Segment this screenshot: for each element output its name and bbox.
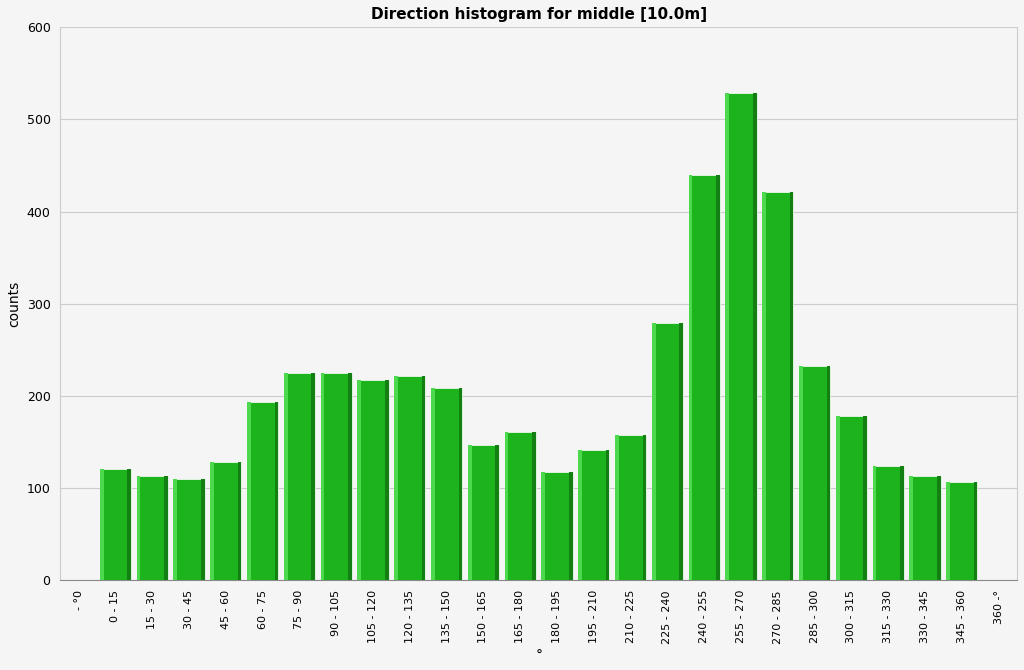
- Bar: [357, 381, 389, 580]
- Title: Direction histogram for middle [10.0m]: Direction histogram for middle [10.0m]: [371, 7, 707, 22]
- Bar: [210, 462, 242, 580]
- Bar: [311, 373, 315, 580]
- Bar: [836, 416, 867, 580]
- Bar: [836, 416, 840, 580]
- Bar: [642, 435, 646, 580]
- Bar: [679, 323, 683, 580]
- Bar: [284, 373, 315, 580]
- Bar: [321, 373, 325, 580]
- Bar: [99, 469, 103, 580]
- Bar: [496, 445, 499, 580]
- Bar: [762, 192, 766, 580]
- Bar: [652, 323, 683, 580]
- Bar: [505, 432, 536, 580]
- Bar: [468, 445, 499, 580]
- Bar: [247, 403, 251, 580]
- Bar: [753, 92, 757, 580]
- Bar: [725, 92, 729, 580]
- Bar: [946, 482, 978, 580]
- Bar: [974, 482, 978, 580]
- Bar: [357, 381, 361, 580]
- Bar: [136, 476, 140, 580]
- Bar: [790, 192, 794, 580]
- Bar: [872, 466, 877, 580]
- Bar: [210, 462, 214, 580]
- Bar: [431, 388, 435, 580]
- Bar: [431, 388, 462, 580]
- Bar: [99, 469, 131, 580]
- X-axis label: °: °: [536, 649, 542, 663]
- Bar: [127, 469, 131, 580]
- Bar: [385, 381, 389, 580]
- Bar: [284, 373, 288, 580]
- Bar: [900, 466, 904, 580]
- Bar: [872, 466, 904, 580]
- Bar: [247, 403, 279, 580]
- Bar: [136, 476, 168, 580]
- Bar: [532, 432, 536, 580]
- Bar: [579, 450, 609, 580]
- Bar: [321, 373, 352, 580]
- Bar: [542, 472, 545, 580]
- Bar: [946, 482, 950, 580]
- Bar: [863, 416, 867, 580]
- Bar: [909, 476, 941, 580]
- Bar: [348, 373, 352, 580]
- Bar: [164, 476, 168, 580]
- Bar: [394, 376, 398, 580]
- Bar: [799, 366, 803, 580]
- Bar: [716, 175, 720, 580]
- Bar: [826, 366, 830, 580]
- Bar: [579, 450, 582, 580]
- Bar: [652, 323, 655, 580]
- Bar: [937, 476, 941, 580]
- Y-axis label: counts: counts: [7, 281, 20, 327]
- Bar: [725, 92, 757, 580]
- Bar: [615, 435, 618, 580]
- Bar: [201, 479, 205, 580]
- Bar: [688, 175, 692, 580]
- Bar: [173, 479, 177, 580]
- Bar: [468, 445, 471, 580]
- Bar: [688, 175, 720, 580]
- Bar: [173, 479, 205, 580]
- Bar: [799, 366, 830, 580]
- Bar: [569, 472, 572, 580]
- Bar: [615, 435, 646, 580]
- Bar: [762, 192, 794, 580]
- Bar: [505, 432, 508, 580]
- Bar: [238, 462, 242, 580]
- Bar: [459, 388, 462, 580]
- Bar: [422, 376, 426, 580]
- Bar: [274, 403, 279, 580]
- Bar: [909, 476, 913, 580]
- Bar: [542, 472, 572, 580]
- Bar: [606, 450, 609, 580]
- Bar: [394, 376, 426, 580]
